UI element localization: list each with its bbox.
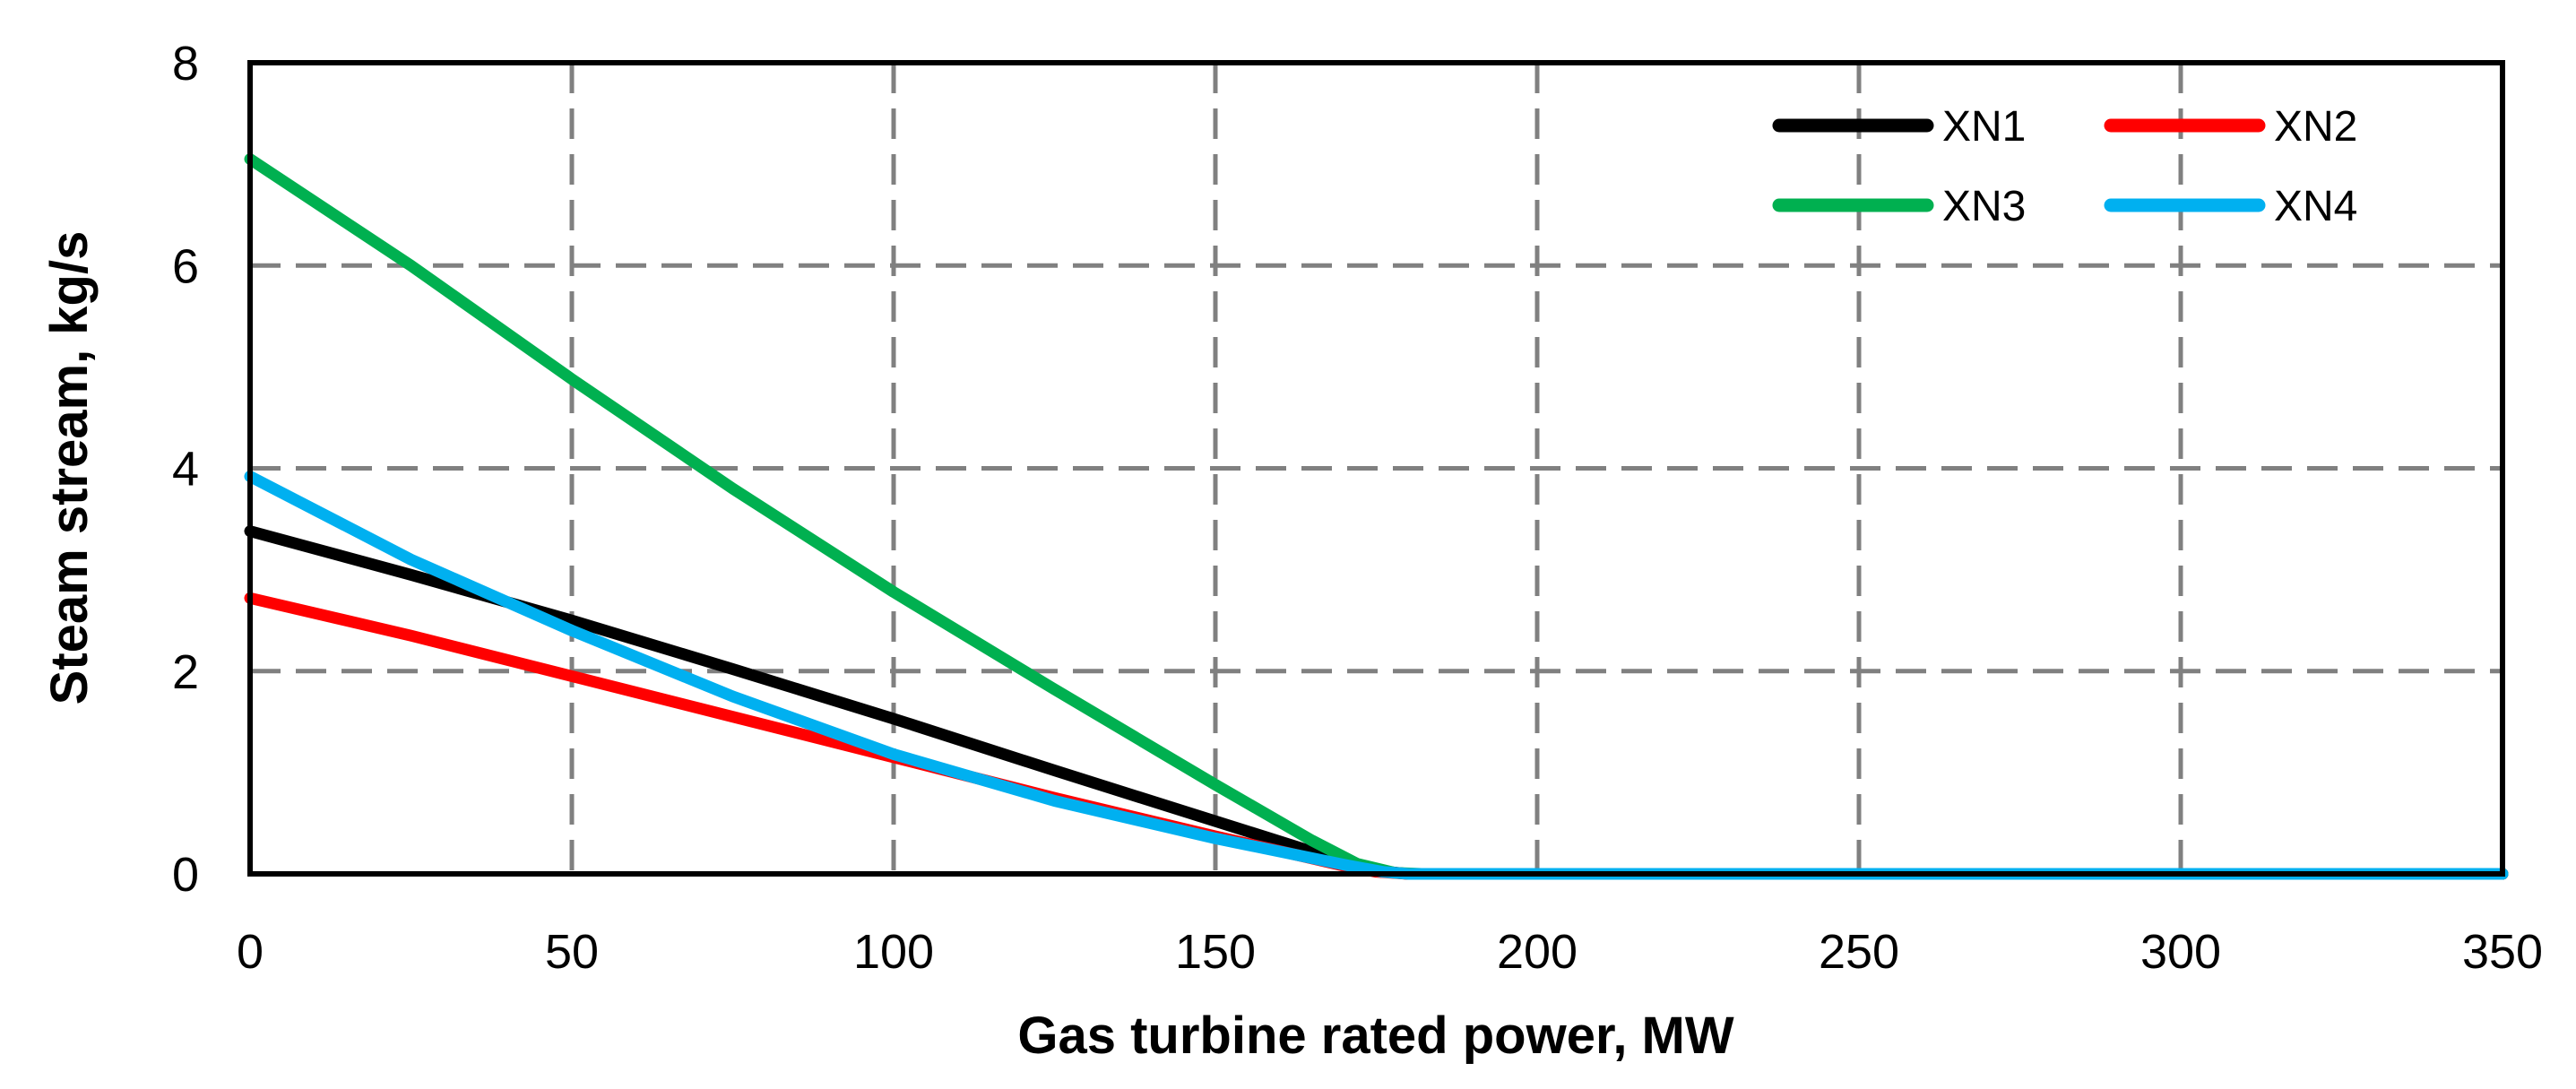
legend-label-xn3: XN3 (1942, 183, 2026, 230)
plot-frame (247, 60, 2505, 877)
y-tick-label: 4 (172, 443, 199, 497)
tick-layer: 0 50 100 150 200 250 300 350 0 2 4 6 8 (172, 37, 2543, 979)
x-tick-label: 100 (853, 925, 934, 979)
legend-label-xn2: XN2 (2274, 103, 2357, 151)
legend: XN1 XN2 XN3 XN4 (1772, 103, 2357, 230)
x-tick-label: 0 (237, 925, 264, 979)
legend-label-xn4: XN4 (2274, 183, 2357, 230)
y-tick-label: 6 (172, 239, 199, 293)
y-tick-label: 0 (172, 848, 199, 902)
x-tick-label: 250 (1819, 925, 1899, 979)
x-tick-label: 300 (2140, 925, 2221, 979)
x-axis-title: Gas turbine rated power, MW (1017, 1007, 1733, 1065)
y-tick-label: 2 (172, 645, 199, 699)
y-axis-title: Steam stream, kg/s (40, 231, 99, 705)
x-tick-label: 150 (1175, 925, 1256, 979)
grid-layer (250, 63, 2503, 874)
y-tick-label: 8 (172, 37, 199, 91)
x-tick-label: 350 (2462, 925, 2543, 979)
legend-label-xn1: XN1 (1942, 103, 2026, 151)
x-tick-label: 200 (1497, 925, 1578, 979)
x-tick-label: 50 (545, 925, 599, 979)
series-line-xn1 (244, 525, 2509, 880)
